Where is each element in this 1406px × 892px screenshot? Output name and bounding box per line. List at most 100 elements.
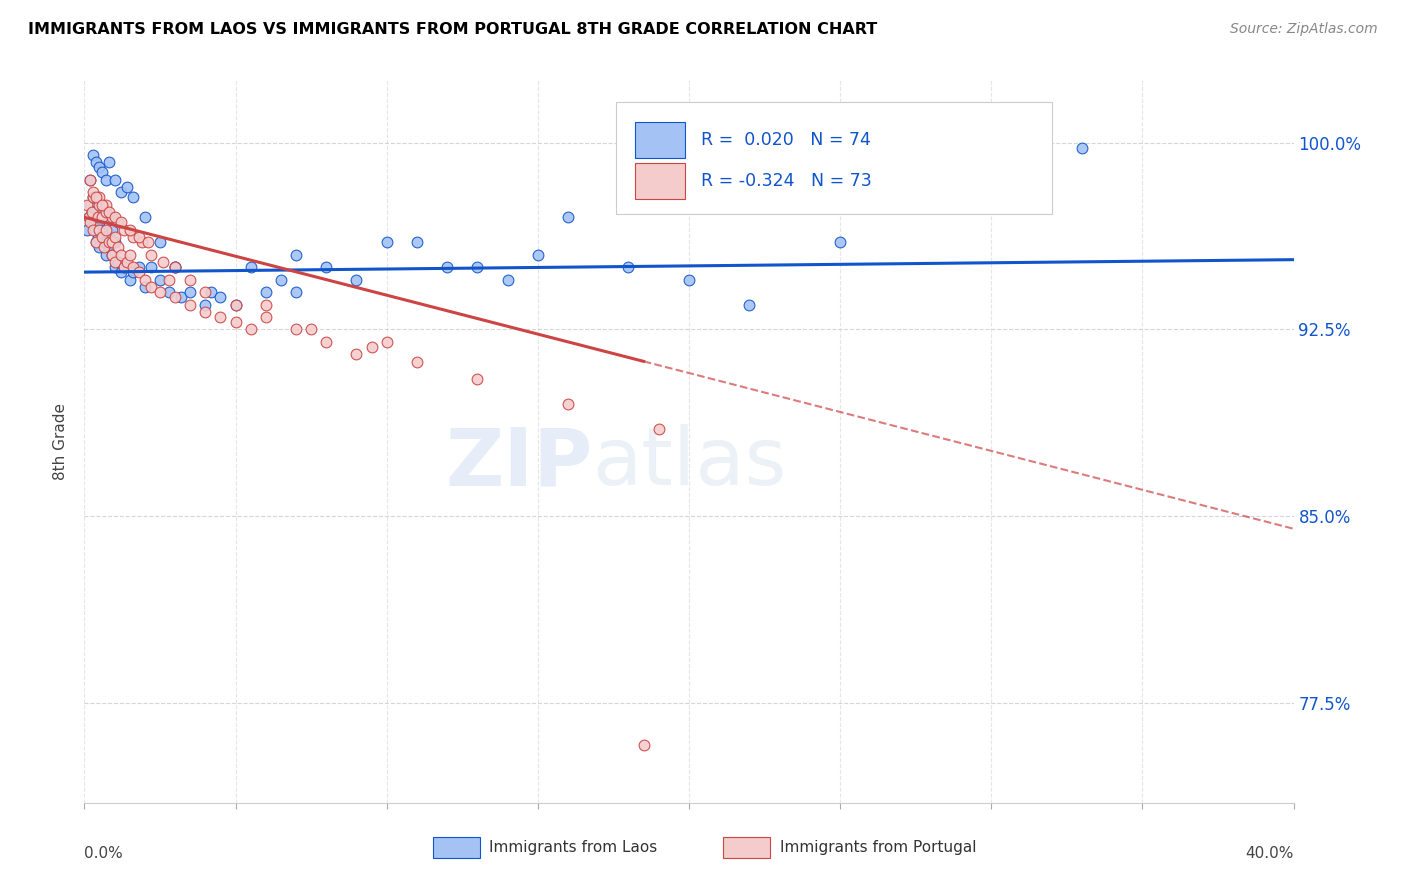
Point (97, 240, 120, 254)
Point (139, 280, 162, 294)
Point (225, 315, 247, 329)
Point (225, 297, 247, 311)
Point (82, 186, 104, 200)
Point (149, 235, 172, 250)
Point (239, 260, 262, 274)
Point (633, 739, 655, 753)
Point (104, 230, 127, 244)
Point (678, 272, 700, 286)
Point (91, 230, 114, 244)
Point (617, 260, 640, 274)
Point (100, 223, 122, 237)
Point (375, 235, 398, 250)
Point (80, 205, 103, 219)
Point (82, 215, 104, 229)
Text: R =  0.020   N = 74: R = 0.020 N = 74 (702, 131, 870, 149)
Point (86, 211, 108, 225)
Point (131, 235, 153, 250)
Text: atlas: atlas (592, 425, 786, 502)
Point (254, 297, 277, 311)
Point (86, 155, 108, 169)
Point (118, 272, 141, 286)
Point (170, 290, 193, 304)
Point (557, 211, 579, 225)
Point (110, 248, 132, 262)
Point (110, 215, 132, 229)
Point (82, 148, 104, 162)
Point (91, 198, 114, 212)
Point (118, 223, 141, 237)
Point (89, 190, 111, 204)
Point (112, 260, 135, 274)
Point (527, 248, 550, 262)
Point (86, 235, 108, 250)
Point (830, 235, 852, 250)
Point (89, 223, 111, 237)
Point (121, 230, 143, 244)
Point (194, 297, 217, 311)
Point (225, 297, 247, 311)
Point (436, 260, 458, 274)
Point (110, 186, 132, 200)
Point (254, 310, 277, 324)
Point (77, 211, 100, 225)
Point (94, 198, 117, 212)
Point (128, 260, 150, 274)
Point (139, 260, 162, 274)
Point (82, 190, 104, 204)
Point (194, 305, 217, 319)
Point (128, 230, 150, 244)
Point (100, 248, 122, 262)
Point (118, 248, 141, 262)
Point (89, 215, 111, 229)
Point (89, 161, 111, 175)
Point (93, 240, 115, 254)
Point (104, 235, 127, 250)
Point (299, 322, 322, 336)
Point (91, 223, 114, 237)
Point (94, 235, 117, 250)
Point (285, 248, 308, 262)
Point (94, 248, 117, 262)
Text: Immigrants from Portugal: Immigrants from Portugal (780, 840, 976, 855)
Point (97, 235, 120, 250)
Point (165, 260, 187, 274)
Point (82, 190, 104, 204)
Point (157, 285, 180, 299)
Point (165, 260, 187, 274)
Point (152, 255, 174, 269)
Point (346, 272, 368, 286)
Point (97, 205, 120, 219)
Point (90, 211, 112, 225)
Point (315, 260, 337, 274)
Point (91, 211, 114, 225)
Point (121, 265, 143, 279)
Point (100, 248, 122, 262)
Point (121, 190, 143, 204)
Point (179, 285, 201, 299)
Point (136, 235, 159, 250)
Point (128, 265, 150, 279)
FancyBboxPatch shape (723, 838, 770, 858)
Point (86, 235, 108, 250)
Point (94, 173, 117, 187)
Point (134, 280, 156, 294)
FancyBboxPatch shape (634, 163, 685, 199)
Point (84, 223, 107, 237)
Point (100, 211, 122, 225)
Point (107, 255, 129, 269)
Point (285, 285, 308, 299)
Point (179, 297, 201, 311)
Text: Source: ZipAtlas.com: Source: ZipAtlas.com (1230, 22, 1378, 37)
Point (406, 235, 429, 250)
Point (87, 211, 110, 225)
Point (107, 240, 129, 254)
Point (315, 334, 337, 349)
Point (239, 322, 262, 336)
Text: Immigrants from Laos: Immigrants from Laos (489, 840, 658, 855)
Point (467, 260, 489, 274)
Point (557, 397, 579, 411)
Point (79, 215, 101, 229)
Point (360, 340, 382, 354)
Point (87, 230, 110, 244)
